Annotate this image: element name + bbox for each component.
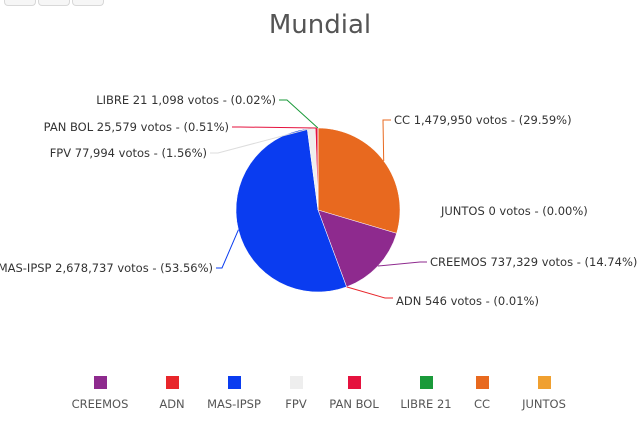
leader-line-adn <box>346 286 393 299</box>
chart-legend: CREEMOS ADN MAS-IPSP FPV PAN BOL LIBRE 21 CC JU… <box>66 376 586 416</box>
legend-label: CREEMOS <box>71 397 129 411</box>
data-label-libre-21: LIBRE 21 1,098 votos - (0.02%) <box>96 93 276 107</box>
leader-line-pan-bol <box>232 126 317 129</box>
data-label-juntos: JUNTOS 0 votos - (0.00%) <box>440 204 588 218</box>
legend-swatch <box>475 376 489 389</box>
leader-line-libre-21 <box>279 99 319 129</box>
legend-swatch <box>289 376 303 389</box>
legend-swatch <box>419 376 433 389</box>
toolbar-tab[interactable] <box>38 0 70 6</box>
legend-swatch <box>227 376 241 389</box>
legend-swatch <box>165 376 179 389</box>
data-label-adn: ADN 546 votos - (0.01%) <box>396 294 539 308</box>
toolbar-tabs <box>0 0 110 6</box>
data-label-fpv: FPV 77,994 votos - (1.56%) <box>50 146 207 160</box>
legend-swatch <box>537 376 551 389</box>
data-label-cc: CC 1,479,950 votos - (29.59%) <box>394 113 572 127</box>
legend-item-juntos[interactable]: JUNTOS <box>504 376 584 411</box>
data-label-creemos: CREEMOS 737,329 votos - (14.74%) <box>430 255 637 269</box>
legend-label: MAS-IPSP <box>207 397 261 411</box>
data-label-mas-ipsp: MAS-IPSP 2,678,737 votos - (53.56%) <box>0 261 213 275</box>
legend-label: JUNTOS <box>522 397 566 411</box>
legend-label: ADN <box>159 397 185 411</box>
legend-item-adn[interactable]: ADN <box>132 376 212 411</box>
leader-line-mas-ipsp <box>216 229 239 269</box>
chart-title: Mundial <box>268 10 372 40</box>
toolbar-tab[interactable] <box>4 0 36 6</box>
leader-line-creemos <box>377 261 427 267</box>
leader-line-fpv <box>210 127 312 154</box>
legend-item-mas-ipsp[interactable]: MAS-IPSP <box>194 376 274 411</box>
legend-label: FPV <box>285 397 307 411</box>
data-label-pan-bol: PAN BOL 25,579 votos - (0.51%) <box>44 120 229 134</box>
legend-label: CC <box>473 397 491 411</box>
pie-slice-creemos[interactable] <box>317 209 397 288</box>
legend-swatch <box>347 376 361 389</box>
legend-item-pan-bol[interactable]: PAN BOL <box>314 376 394 411</box>
legend-label: LIBRE 21 <box>400 397 452 411</box>
leader-line-cc <box>382 119 391 162</box>
pie-slice-mas-ipsp[interactable] <box>235 128 347 293</box>
legend-item-cc[interactable]: CC <box>442 376 522 411</box>
toolbar-tab[interactable] <box>72 0 104 6</box>
legend-item-fpv[interactable]: FPV <box>256 376 336 411</box>
legend-item-libre-21[interactable]: LIBRE 21 <box>386 376 466 411</box>
legend-item-creemos[interactable]: CREEMOS <box>60 376 140 411</box>
pie-slice-cc[interactable] <box>317 127 401 234</box>
legend-label: PAN BOL <box>329 397 379 411</box>
legend-swatch <box>93 376 107 389</box>
